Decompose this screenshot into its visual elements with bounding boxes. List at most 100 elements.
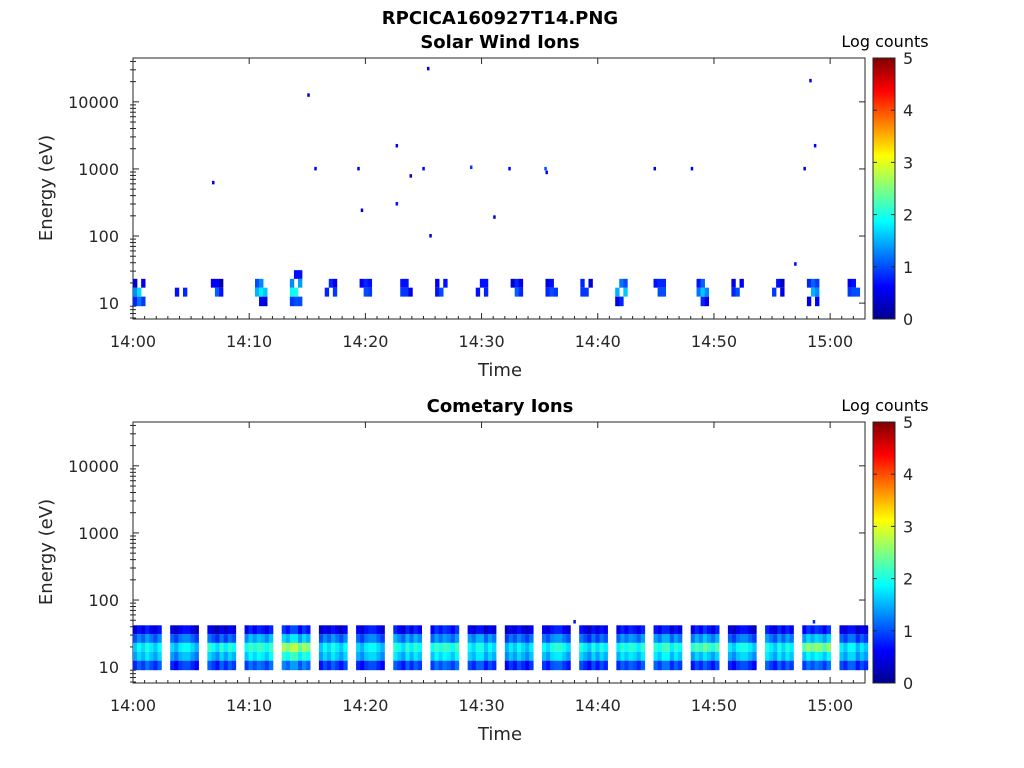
- heatmap-cell: [404, 278, 409, 288]
- heatmap-cell: [579, 651, 584, 661]
- heatmap-cell: [640, 660, 646, 671]
- heatmap-cell: [851, 651, 857, 661]
- heatmap-cell: [137, 287, 142, 297]
- heatmap-cell: [475, 660, 481, 671]
- heatmap-cell: [248, 625, 253, 635]
- heatmap-cell: [558, 651, 563, 661]
- heatmap-cell: [252, 651, 258, 661]
- heatmap-cell: [566, 660, 571, 671]
- heatmap-cell: [810, 278, 816, 288]
- heatmap-cell: [492, 634, 497, 643]
- heatmap-cell: [356, 642, 361, 652]
- heatmap-cell: [851, 287, 857, 297]
- y-tick-label: 1000: [78, 160, 119, 179]
- heatmap-cell: [512, 625, 518, 635]
- heatmap-cell: [405, 651, 410, 661]
- heatmap-cell: [595, 634, 600, 643]
- heatmap-cell: [442, 660, 448, 671]
- heatmap-cell: [727, 625, 733, 635]
- heatmap-cell: [281, 634, 287, 643]
- heatmap-cell: [178, 651, 183, 661]
- heatmap-cell: [806, 660, 811, 671]
- heatmap-cell: [252, 634, 258, 643]
- heatmap-cell: [264, 625, 270, 635]
- heatmap-cell: [393, 634, 398, 643]
- x-tick-label: 14:20: [342, 332, 388, 351]
- heatmap-cell: [669, 660, 675, 671]
- y-tick-label: 10000: [68, 457, 119, 476]
- heatmap-cell: [851, 634, 857, 643]
- heatmap-cell: [328, 278, 334, 288]
- heatmap-cell: [863, 625, 869, 635]
- heatmap-cell: [619, 278, 624, 288]
- heatmap-cell: [815, 278, 820, 288]
- heatmap-cell: [847, 634, 852, 643]
- heatmap-cell: [579, 642, 584, 652]
- heatmap-cell: [318, 634, 324, 643]
- heatmap-cell: [211, 634, 216, 643]
- heatmap-cell: [789, 651, 794, 661]
- heatmap-cell: [223, 625, 228, 635]
- heatmap-cell: [632, 660, 637, 671]
- heatmap-cell: [623, 287, 628, 297]
- heatmap-point: [314, 166, 317, 171]
- heatmap-cell: [740, 634, 745, 643]
- heatmap-cell: [636, 660, 642, 671]
- heatmap-cell: [364, 634, 369, 643]
- heatmap-cell: [525, 634, 530, 643]
- heatmap-cell: [343, 660, 348, 671]
- heatmap-cell: [137, 296, 142, 307]
- heatmap-cell: [174, 625, 179, 635]
- heatmap-cell: [810, 660, 815, 671]
- heatmap-cell: [207, 634, 212, 643]
- heatmap-cell: [517, 651, 522, 661]
- heatmap-cell: [702, 660, 708, 671]
- heatmap-cell: [541, 625, 547, 635]
- heatmap-cell: [215, 651, 220, 661]
- heatmap-cell: [401, 634, 406, 643]
- heatmap-cell: [863, 660, 869, 671]
- heatmap-cell: [814, 660, 819, 671]
- heatmap-cell: [603, 651, 608, 661]
- colorbar-tick-label: 4: [903, 465, 913, 484]
- heatmap-cell: [363, 278, 369, 288]
- heatmap-point: [813, 143, 817, 148]
- heatmap-cell: [450, 660, 456, 671]
- heatmap-cell: [802, 642, 807, 652]
- heatmap-cell: [446, 625, 452, 635]
- heatmap-cell: [339, 651, 344, 661]
- heatmap-cell: [409, 634, 414, 643]
- heatmap-cell: [376, 625, 381, 635]
- heatmap-cell: [541, 660, 547, 671]
- heatmap-cell: [508, 625, 514, 635]
- heatmap-cell: [483, 660, 489, 671]
- heatmap-cell: [673, 651, 679, 661]
- heatmap-cell: [587, 642, 592, 652]
- heatmap-cell: [554, 651, 559, 661]
- heatmap-cell: [434, 660, 439, 671]
- heatmap-cell: [514, 287, 520, 297]
- heatmap-cell: [492, 660, 497, 671]
- heatmap-cell: [137, 651, 142, 661]
- heatmap-cell: [731, 287, 736, 297]
- heatmap-cell: [736, 660, 741, 671]
- heatmap-cell: [620, 634, 625, 643]
- heatmap-cell: [673, 660, 679, 671]
- heatmap-cell: [153, 642, 158, 652]
- heatmap-cell: [777, 660, 782, 671]
- heatmap-cell: [289, 642, 295, 652]
- heatmap-cell: [657, 660, 662, 671]
- colorbar-tick-label: 0: [903, 310, 913, 329]
- heatmap-cell: [814, 651, 819, 661]
- heatmap-cell: [442, 625, 448, 635]
- heatmap-cell: [318, 625, 324, 635]
- heatmap-cell: [583, 660, 588, 671]
- heatmap-cell: [769, 625, 774, 635]
- heatmap-cell: [826, 651, 832, 661]
- heatmap-cell: [587, 634, 592, 643]
- heatmap-cell: [219, 634, 224, 643]
- heatmap-cell: [442, 634, 448, 643]
- heatmap-cell: [517, 642, 522, 652]
- heatmap-cell: [529, 660, 534, 671]
- heatmap-cell: [174, 651, 179, 661]
